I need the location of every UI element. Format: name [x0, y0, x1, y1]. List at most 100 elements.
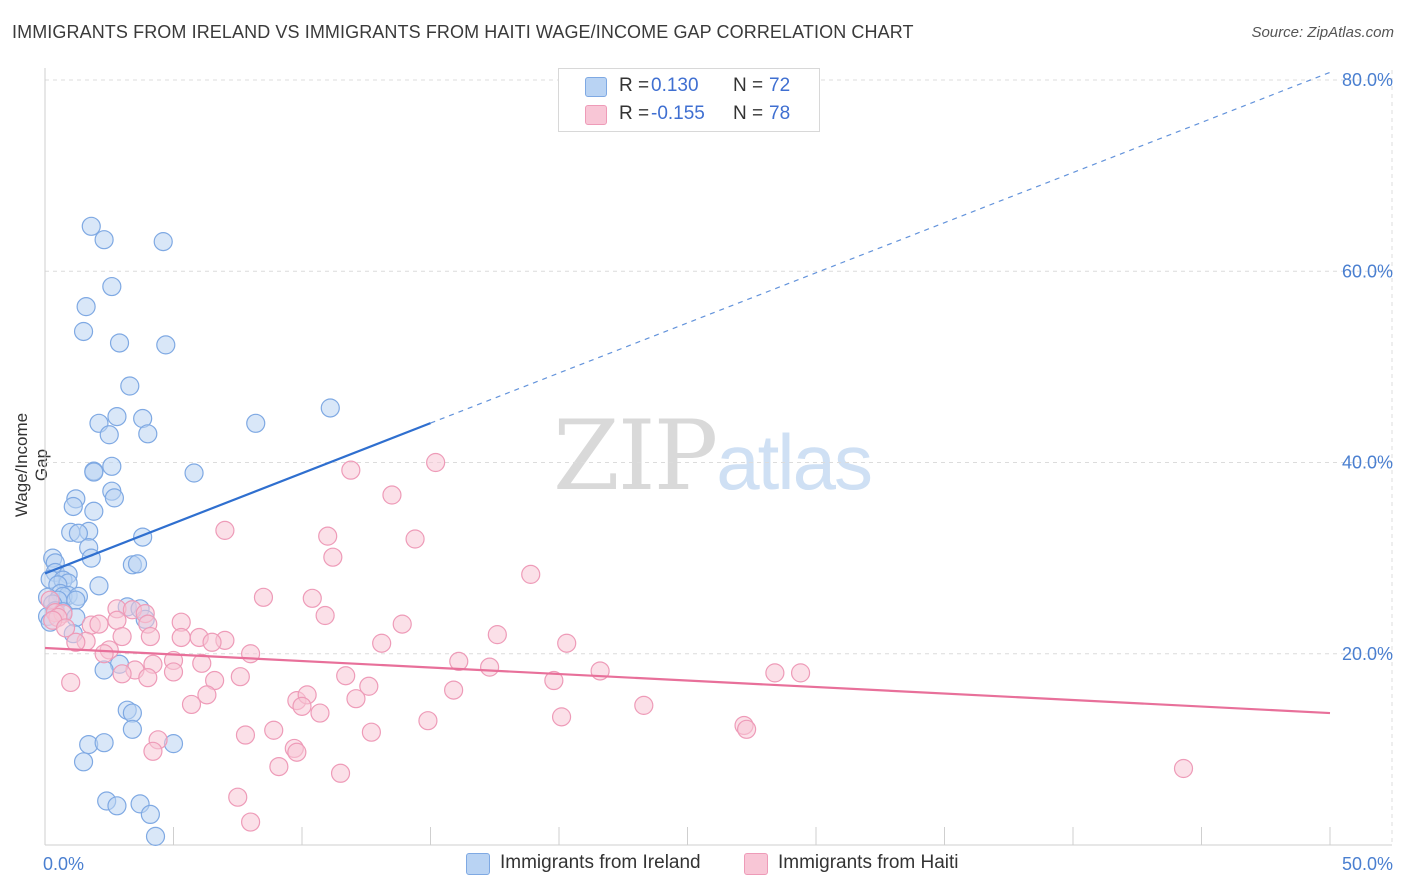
bottom-legend-label-haiti: Immigrants from Haiti — [778, 852, 959, 873]
bottom-legend-swatch-ireland — [466, 853, 490, 875]
ireland-point — [81, 216, 101, 236]
haiti-point — [480, 657, 500, 677]
haiti-point — [544, 670, 564, 691]
y-tick-label: 60.0% — [1342, 261, 1393, 281]
ireland-point — [156, 335, 176, 355]
haiti-point — [382, 485, 402, 505]
bottom-legend-swatch-haiti — [744, 853, 768, 875]
haiti-point — [241, 812, 261, 832]
haiti-point — [372, 633, 392, 653]
chart-title: IMMIGRANTS FROM IRELAND VS IMMIGRANTS FR… — [12, 22, 914, 42]
haiti-point — [228, 787, 248, 807]
ireland-trend-solid — [44, 422, 431, 575]
haiti-point — [230, 667, 250, 687]
ireland-point — [122, 703, 142, 723]
ireland-point — [63, 496, 83, 517]
haiti-point — [94, 644, 114, 664]
ireland-point — [73, 752, 94, 772]
ireland-point — [246, 413, 266, 433]
ireland-point — [102, 276, 122, 297]
haiti-point — [361, 722, 381, 742]
haiti-point — [1173, 758, 1194, 779]
source-label: Source: ZipAtlas.com — [1251, 24, 1394, 41]
ireland-trend-dashed — [430, 71, 1331, 424]
haiti-point — [89, 614, 109, 634]
haiti-point — [61, 672, 81, 693]
haiti-point — [140, 626, 160, 647]
axes — [44, 68, 1392, 846]
haiti-point — [310, 703, 330, 723]
haiti-point — [346, 689, 366, 709]
legend-swatch-haiti — [585, 105, 607, 125]
haiti-point — [449, 651, 469, 672]
ireland-point — [120, 376, 140, 396]
legend-r-value: 0.130 — [651, 75, 699, 96]
tick-labels: 20.0% 40.0% 60.0% 80.0% 0.0% 50.0% — [43, 70, 1393, 874]
haiti-trend — [44, 646, 1331, 715]
ireland-point — [99, 425, 119, 445]
legend-r-value: -0.155 — [651, 103, 705, 124]
ireland-point — [73, 321, 94, 342]
ireland-point — [320, 398, 340, 418]
haiti-point — [112, 626, 132, 647]
y-tick-label: 80.0% — [1342, 70, 1393, 90]
haiti-point — [264, 720, 284, 740]
bottom-legend-label-ireland: Immigrants from Ireland — [500, 852, 701, 873]
haiti-point — [405, 529, 425, 549]
ireland-point — [94, 733, 114, 753]
y-tick-label: 40.0% — [1342, 453, 1393, 473]
legend-n-value: 78 — [769, 103, 791, 124]
ireland-point — [84, 501, 104, 521]
watermark-zip: ZIP — [553, 400, 718, 512]
haiti-point — [287, 742, 307, 762]
haiti-point — [392, 614, 412, 634]
ireland-point — [68, 523, 89, 543]
haiti-point — [112, 664, 132, 684]
ireland-point — [127, 554, 148, 574]
ireland-point — [84, 462, 104, 482]
x-tick-label: 50.0% — [1342, 854, 1393, 874]
legend-n-label: N = — [733, 75, 764, 96]
haiti-point — [557, 633, 577, 653]
legend-n-value: 72 — [769, 75, 791, 96]
haiti-point — [444, 680, 464, 700]
haiti-point — [253, 587, 274, 607]
haiti-point — [202, 632, 222, 652]
haiti-point — [302, 588, 322, 608]
legend-r-label: R = — [619, 103, 650, 124]
haiti-point — [55, 618, 76, 638]
haiti-point — [330, 763, 351, 783]
legend-row-haiti: R = -0.155 N = 78 — [559, 101, 819, 129]
haiti-point — [790, 663, 811, 683]
haiti-point — [241, 644, 261, 664]
haiti-point — [315, 605, 335, 626]
haiti-point — [215, 520, 235, 540]
ireland-point — [94, 230, 114, 250]
haiti-point — [551, 707, 572, 727]
ireland-point — [122, 719, 142, 739]
haiti-point — [765, 663, 785, 683]
correlation-legend: R = 0.130 N = 72 R = -0.155 N = 78 — [558, 68, 820, 132]
haiti-point — [359, 676, 379, 696]
ireland-point — [102, 456, 122, 476]
legend-row-ireland: R = 0.130 N = 72 — [559, 73, 819, 101]
ireland-point — [109, 333, 130, 353]
x-tick-label: 0.0% — [43, 854, 84, 874]
haiti-point — [269, 756, 289, 777]
ireland-point — [104, 488, 124, 508]
ireland-point — [153, 232, 173, 252]
ireland-point — [94, 660, 114, 680]
haiti-point — [737, 719, 757, 739]
haiti-point — [341, 460, 361, 480]
legend-swatch-ireland — [585, 77, 607, 97]
ireland-point — [107, 407, 127, 427]
haiti-point — [181, 694, 202, 715]
ireland-point — [140, 804, 160, 825]
haiti-point — [66, 632, 86, 652]
haiti-point — [235, 725, 256, 745]
haiti-point — [171, 627, 191, 648]
haiti-point — [143, 741, 163, 761]
haiti-point — [521, 564, 541, 584]
haiti-point — [336, 666, 356, 686]
